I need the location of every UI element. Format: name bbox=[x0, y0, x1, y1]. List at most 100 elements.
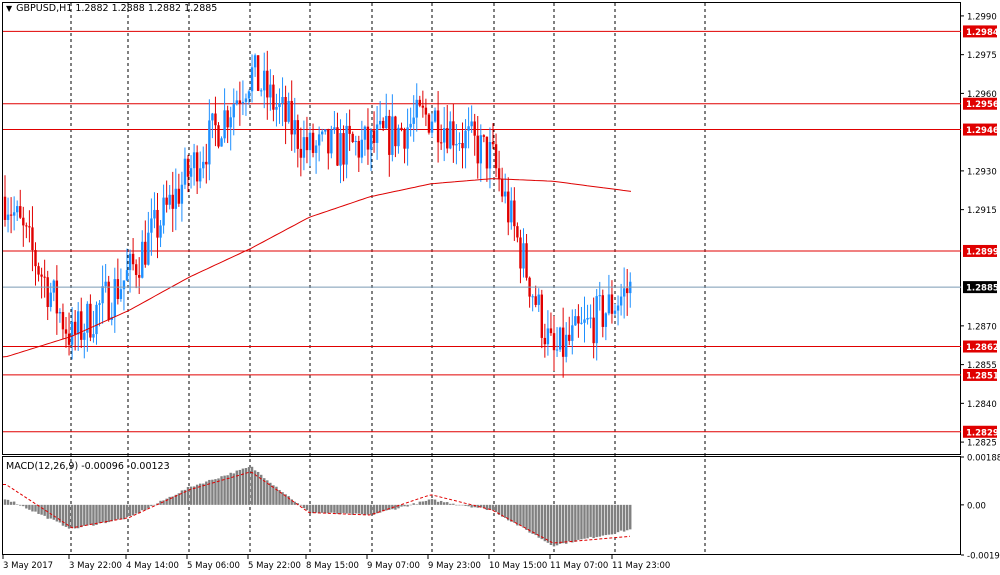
macd-bar bbox=[616, 504, 620, 533]
macd-bar bbox=[104, 504, 107, 524]
macd-bar bbox=[235, 470, 238, 505]
candle-body bbox=[177, 188, 181, 204]
candle-body bbox=[436, 110, 440, 143]
macd-bar bbox=[165, 498, 168, 505]
level-label-text: 1.2862 bbox=[966, 343, 999, 353]
candle-body bbox=[571, 325, 574, 341]
candle-body bbox=[321, 131, 324, 135]
macd-bar bbox=[580, 504, 583, 540]
macd-bar bbox=[311, 504, 315, 514]
macd-bar bbox=[366, 504, 370, 515]
candle-body bbox=[250, 67, 254, 92]
macd-bar bbox=[354, 504, 357, 514]
macd-bar bbox=[144, 504, 147, 511]
macd-bar bbox=[247, 466, 251, 505]
candle-body bbox=[208, 120, 211, 165]
macd-bar bbox=[394, 504, 397, 510]
candle-body bbox=[345, 125, 348, 165]
macd-bar bbox=[125, 504, 129, 518]
macd-bar bbox=[577, 504, 580, 540]
candle-body bbox=[25, 225, 28, 227]
candle-body bbox=[537, 294, 540, 305]
macd-bar bbox=[375, 504, 379, 514]
macd-bar bbox=[6, 499, 10, 505]
candle-body bbox=[162, 197, 165, 226]
macd-bar bbox=[339, 504, 342, 515]
candle-body bbox=[156, 209, 159, 238]
candle-body bbox=[421, 105, 425, 108]
macd-bar bbox=[330, 504, 333, 513]
macd-bar bbox=[141, 504, 144, 511]
macd-bar bbox=[565, 504, 568, 544]
macd-bar bbox=[256, 471, 260, 505]
macd-bar bbox=[464, 504, 467, 506]
candle-body bbox=[330, 129, 333, 154]
candle-body bbox=[302, 137, 306, 158]
macd-bar bbox=[253, 470, 257, 505]
candle-body bbox=[397, 127, 400, 147]
candle-body bbox=[220, 138, 223, 147]
macd-bar bbox=[238, 469, 242, 505]
macd-bar bbox=[604, 504, 608, 536]
macd-bar bbox=[244, 468, 248, 505]
candle-body bbox=[561, 327, 565, 357]
candle-body bbox=[211, 113, 214, 121]
candle-body bbox=[443, 128, 446, 143]
macd-bar bbox=[177, 493, 181, 505]
candle-body bbox=[406, 127, 409, 149]
level-label-box bbox=[963, 425, 997, 438]
macd-bar bbox=[543, 504, 547, 542]
price-tick-label: 1.2840 bbox=[967, 400, 997, 410]
macd-tick-label: -0.00197 bbox=[967, 552, 1000, 562]
candle-body bbox=[299, 148, 303, 158]
candle-body bbox=[622, 288, 626, 297]
candle-body bbox=[77, 311, 80, 335]
candle-body bbox=[192, 152, 196, 169]
macd-bar bbox=[461, 504, 464, 506]
candle-body bbox=[183, 158, 187, 185]
candle-body bbox=[37, 266, 40, 275]
macd-bar bbox=[272, 485, 275, 505]
candle-body bbox=[409, 123, 412, 128]
macd-bar bbox=[220, 476, 223, 505]
candle-body bbox=[607, 294, 611, 314]
macd-bar bbox=[159, 500, 162, 505]
candle-body bbox=[269, 84, 272, 98]
macd-panel bbox=[2, 456, 961, 555]
macd-bar bbox=[116, 504, 120, 520]
macd-bar bbox=[67, 504, 71, 529]
macd-bar bbox=[77, 504, 80, 529]
macd-bar bbox=[583, 504, 586, 539]
price-tick-label: 1.2960 bbox=[967, 90, 997, 100]
macd-bar bbox=[525, 504, 528, 531]
macd-bar bbox=[455, 504, 458, 506]
macd-bar bbox=[321, 504, 324, 513]
macd-axis: 0.00188 0.00 -0.00197 bbox=[961, 454, 1000, 562]
level-label-box bbox=[963, 97, 997, 110]
dropdown-triangle-icon[interactable]: ▼ bbox=[6, 4, 13, 13]
macd-bar bbox=[400, 504, 403, 507]
macd-bar bbox=[485, 504, 489, 511]
price-axis: 1.2990 1.2975 1.2960 1.2930 1.2915 1.2870 1.28… bbox=[961, 12, 997, 449]
candle-body bbox=[266, 70, 269, 98]
candle-body bbox=[61, 312, 65, 330]
candle-body bbox=[525, 243, 528, 278]
macd-bar bbox=[574, 504, 577, 542]
candle-body bbox=[418, 99, 421, 106]
macd-bar bbox=[348, 504, 351, 514]
time-tick-label: 5 May 22:00 bbox=[248, 561, 301, 571]
candle-body bbox=[293, 120, 296, 135]
candle-body bbox=[403, 129, 406, 149]
candle-body bbox=[80, 311, 83, 340]
candle-body bbox=[101, 286, 104, 304]
candle-body bbox=[217, 125, 220, 147]
candle-body bbox=[55, 280, 59, 314]
macd-bar bbox=[113, 504, 116, 520]
candle-body bbox=[3, 196, 7, 220]
price-tick-label: 1.2915 bbox=[967, 206, 997, 216]
candle-body bbox=[122, 280, 126, 290]
macd-bar bbox=[522, 504, 525, 528]
macd-bar bbox=[49, 504, 52, 519]
candle-body bbox=[34, 250, 37, 267]
